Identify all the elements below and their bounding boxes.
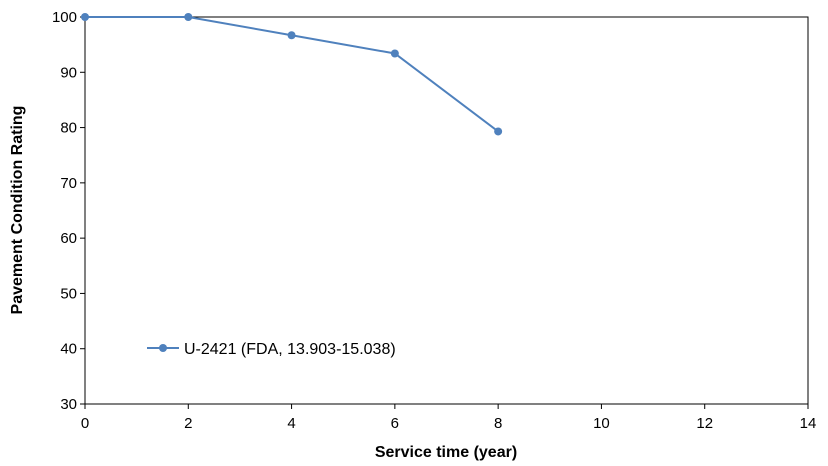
data-point <box>81 13 89 21</box>
x-axis-ticks: 0 2 4 6 8 10 12 14 <box>81 404 817 432</box>
legend-marker-sample <box>159 344 167 352</box>
y-tick-label: 90 <box>60 64 77 81</box>
x-tick-label: 0 <box>81 415 89 432</box>
legend: U-2421 (FDA, 13.903-15.038) <box>147 341 396 358</box>
y-tick-label: 100 <box>52 9 77 26</box>
y-tick-label: 70 <box>60 175 77 192</box>
x-axis-title: Service time (year) <box>375 444 517 461</box>
y-tick-label: 60 <box>60 230 77 247</box>
y-tick-label: 40 <box>60 341 77 358</box>
x-tick-label: 2 <box>184 415 192 432</box>
x-tick-label: 10 <box>593 415 610 432</box>
y-tick-label: 30 <box>60 396 77 413</box>
data-point <box>494 127 503 136</box>
y-axis-ticks: 30 40 50 60 70 80 90 100 <box>52 9 85 413</box>
y-axis-title: Pavement Condition Rating <box>9 106 26 315</box>
series-layer <box>81 13 503 136</box>
x-tick-label: 14 <box>800 415 817 432</box>
y-tick-label: 80 <box>60 120 77 137</box>
data-point <box>184 13 193 21</box>
x-tick-label: 8 <box>494 415 502 432</box>
y-tick-label: 50 <box>60 285 77 302</box>
x-tick-label: 12 <box>696 415 713 432</box>
legend-entry-label: U-2421 (FDA, 13.903-15.038) <box>184 341 396 358</box>
data-point <box>390 49 399 58</box>
data-point <box>287 31 296 40</box>
x-tick-label: 4 <box>287 415 295 432</box>
plot-area-border <box>84 16 809 405</box>
x-tick-label: 6 <box>391 415 399 432</box>
